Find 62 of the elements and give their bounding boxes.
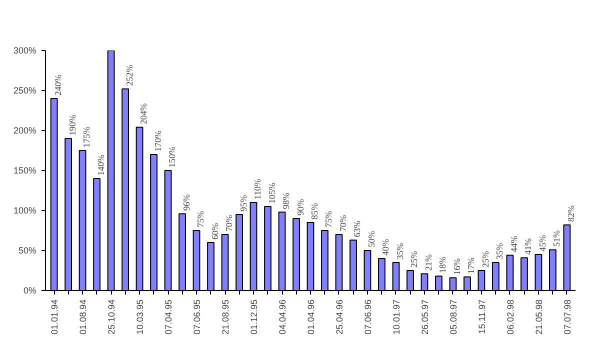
data-label: 18%	[438, 256, 448, 274]
data-label: 45%	[537, 234, 548, 252]
data-label: 90%	[295, 198, 306, 216]
data-label: 75%	[324, 210, 334, 228]
data-label: 140%	[96, 154, 106, 176]
x-tick-label: 15.11.97	[476, 299, 487, 334]
data-label: 16%	[452, 258, 462, 275]
y-tick-label: 50%	[18, 246, 36, 256]
data-label: 96%	[181, 194, 192, 211]
data-label: 40%	[380, 238, 391, 256]
x-tick-label: 01.08.94	[78, 299, 88, 335]
data-label: 41%	[523, 238, 534, 255]
x-tick-label: 21.05.98	[534, 299, 544, 335]
data-label: 50%	[366, 230, 376, 248]
x-tick-label: 04.04.96	[278, 299, 288, 335]
data-label: 170%	[152, 130, 163, 152]
y-tick-label: 200%	[13, 126, 37, 136]
data-label: 25%	[409, 250, 420, 268]
y-tick-label: 150%	[13, 166, 37, 176]
data-label: 105%	[266, 182, 277, 204]
x-tick-label: 10.03.95	[135, 299, 146, 335]
x-tick-label: 06.02.98	[505, 299, 516, 335]
x-tick-label: 07.06.95	[192, 299, 202, 335]
x-tick-label: 01.01.94	[50, 299, 60, 335]
y-tick-label: 250%	[13, 86, 37, 96]
data-label: 240%	[53, 74, 64, 96]
data-label: 82%	[566, 204, 576, 222]
x-tick-label: 01.12.95	[249, 299, 260, 335]
data-label: 110%	[252, 178, 263, 200]
data-label: 85%	[310, 202, 320, 220]
data-label: 44%	[508, 235, 519, 252]
y-tick-label: 0%	[23, 286, 37, 296]
data-label: 35%	[494, 242, 505, 260]
data-label: 35%	[394, 242, 405, 260]
data-label: 252%	[124, 64, 134, 86]
x-tick-label: 07.07.98	[562, 299, 572, 335]
x-tick-label: 10.01.97	[391, 299, 402, 335]
x-tick-label: 21.08.95	[220, 299, 231, 335]
x-tick-label: 01.04.96	[306, 299, 316, 335]
data-label: 63%	[352, 220, 362, 238]
data-label: 175%	[82, 126, 92, 148]
x-tick-label: 07.04.95	[164, 299, 174, 335]
data-label: 95%	[238, 194, 248, 212]
x-tick-label: 07.06.96	[362, 299, 373, 335]
data-label: 98%	[281, 192, 292, 210]
x-tick-label: 25.10.94	[106, 299, 117, 335]
y-tick-label: 100%	[13, 206, 37, 216]
data-label: 150%	[167, 146, 178, 168]
x-tick-label: 25.04.96	[334, 299, 344, 335]
data-label: 190%	[67, 114, 78, 136]
data-label: 75%	[196, 210, 206, 228]
data-label: 17%	[466, 256, 476, 274]
x-tick-label: 05.08.97	[448, 299, 458, 335]
x-tick-label: 26.05.97	[420, 299, 430, 335]
y-tick-label: 300%	[13, 46, 37, 56]
data-label: 70%	[338, 214, 348, 232]
data-label: 51%	[552, 230, 562, 247]
data-label: 25%	[480, 250, 490, 268]
data-label: 204%	[138, 102, 149, 124]
data-label: 21%	[423, 254, 434, 271]
data-label: 60%	[210, 222, 220, 240]
data-label: 70%	[224, 214, 234, 232]
